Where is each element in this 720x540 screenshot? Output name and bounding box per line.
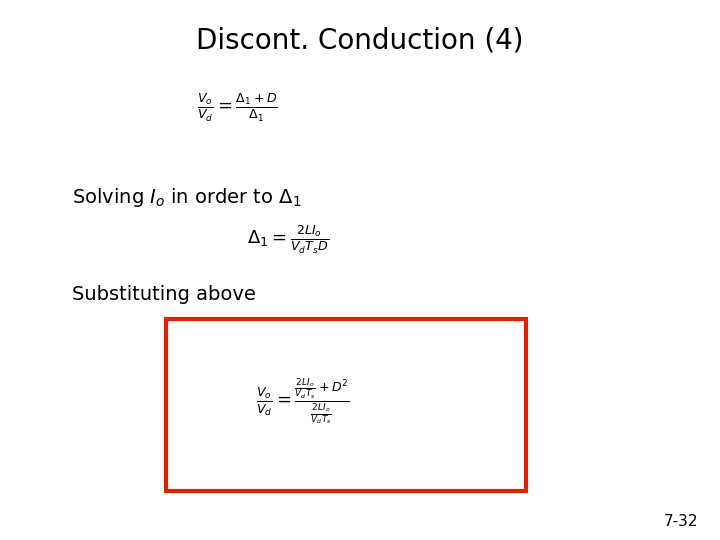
Text: Discont. Conduction (4): Discont. Conduction (4) xyxy=(197,27,523,55)
Text: 7-32: 7-32 xyxy=(664,514,698,529)
Text: Substituting above: Substituting above xyxy=(72,285,256,304)
Text: Solving $I_o$ in order to $\Delta_1$: Solving $I_o$ in order to $\Delta_1$ xyxy=(72,186,302,208)
Text: $\frac{V_o}{V_d} = \frac{\frac{2LI_o}{V_d T_s} + D^2}{\frac{2LI_o}{V_d T_s}}$: $\frac{V_o}{V_d} = \frac{\frac{2LI_o}{V_… xyxy=(256,377,349,427)
Bar xyxy=(166,319,526,491)
Text: $\Delta_1 = \frac{2LI_o}{V_d T_s D}$: $\Delta_1 = \frac{2LI_o}{V_d T_s D}$ xyxy=(247,224,329,256)
Text: $\frac{V_o}{V_d} = \frac{\Delta_1 + D}{\Delta_1}$: $\frac{V_o}{V_d} = \frac{\Delta_1 + D}{\… xyxy=(197,92,278,124)
